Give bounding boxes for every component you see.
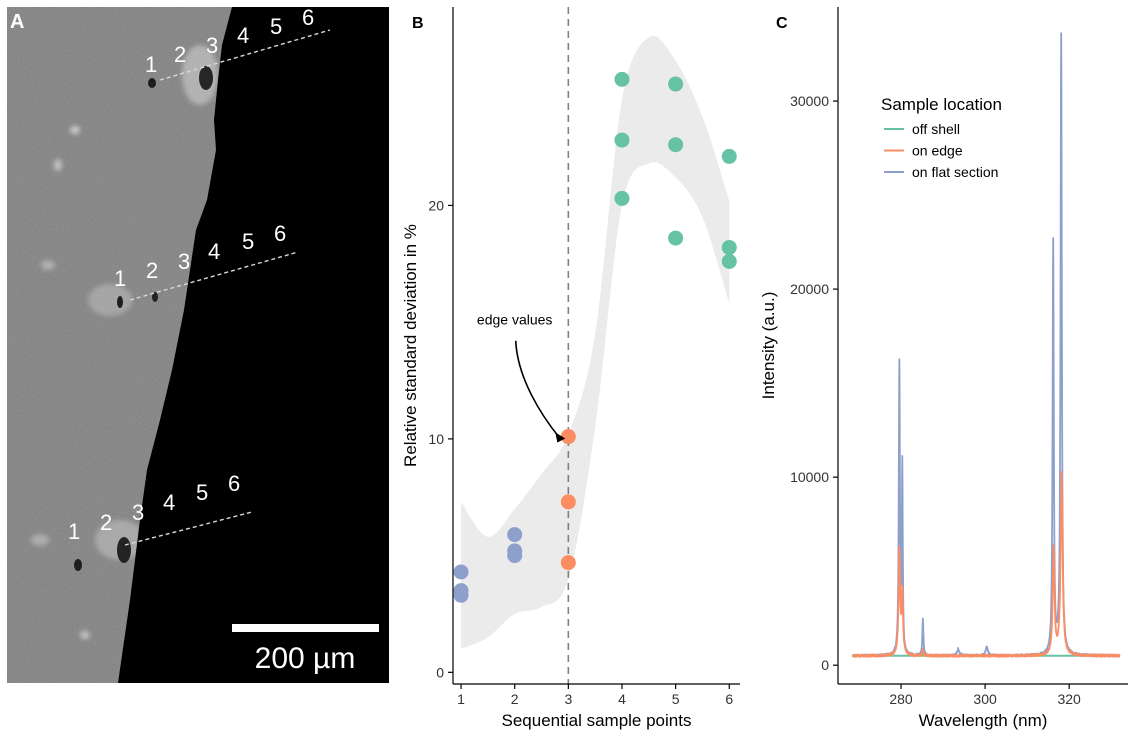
sem-pits bbox=[74, 66, 213, 571]
point-off-shell-1 bbox=[614, 132, 630, 148]
sem-point-label-line2-4: 4 bbox=[208, 239, 220, 264]
y-tick-label: 0 bbox=[436, 664, 444, 680]
x-tick-label: 300 bbox=[973, 691, 997, 707]
point-off-shell-6 bbox=[721, 148, 737, 164]
point-on-flat-section-5 bbox=[507, 548, 523, 564]
point-off-shell-5 bbox=[668, 230, 684, 246]
y-tick-label: 10000 bbox=[790, 469, 829, 485]
panel-label-c: C bbox=[776, 15, 788, 32]
y-tick-label: 10 bbox=[428, 431, 444, 447]
sem-transect-lines bbox=[124, 29, 331, 546]
x-tick-label: 1 bbox=[457, 691, 465, 707]
y-tick-label: 20000 bbox=[790, 281, 829, 297]
x-tick-label: 320 bbox=[1057, 691, 1081, 707]
sem-dark-region bbox=[118, 7, 389, 683]
sem-point-label-line3-5: 5 bbox=[196, 480, 208, 505]
y-tick-label: 0 bbox=[821, 657, 829, 673]
point-off-shell-7 bbox=[721, 239, 737, 255]
point-off-shell-3 bbox=[668, 76, 684, 92]
annotation-arrowhead bbox=[555, 432, 566, 443]
sem-point-labels: 1 2 3 4 5 61 2 3 4 5 61 2 3 4 5 6 bbox=[68, 5, 314, 544]
panel-label-b: B bbox=[412, 15, 424, 32]
rsd-chart: B edge values 1 2 3 4 5 6 0 10 20 Sequential sam… bbox=[401, 7, 740, 730]
y-tick-label: 30000 bbox=[790, 93, 829, 109]
point-off-shell-4 bbox=[668, 137, 684, 153]
sem-point-label-line3-2: 2 bbox=[100, 510, 112, 535]
point-on-edge-2 bbox=[560, 555, 576, 571]
legend: Sample location off shell on edge on flat … bbox=[881, 95, 1002, 180]
sem-point-label-line2-6: 6 bbox=[274, 221, 286, 246]
legend-label-on-flat-section: on flat section bbox=[912, 164, 998, 180]
scale-bar bbox=[232, 624, 379, 632]
point-off-shell-2 bbox=[614, 190, 630, 206]
sem-point-label-line2-5: 5 bbox=[242, 229, 254, 254]
point-on-edge-0 bbox=[560, 429, 576, 445]
sem-point-label-line2-2: 2 bbox=[146, 258, 158, 283]
spectrum-on-edge bbox=[851, 470, 1121, 658]
x-tick-label: 4 bbox=[618, 691, 626, 707]
sem-point-label-line1-6: 6 bbox=[302, 5, 314, 30]
point-on-edge-1 bbox=[560, 494, 576, 510]
sem-point-label-line1-1: 1 bbox=[145, 52, 157, 77]
annotation-arrow bbox=[514, 340, 560, 439]
point-on-flat-section-2 bbox=[453, 587, 469, 603]
x-tick-label: 5 bbox=[672, 691, 680, 707]
sem-point-label-line1-5: 5 bbox=[270, 14, 282, 39]
sem-point-label-line3-6: 6 bbox=[228, 471, 240, 496]
x-axis-label: Wavelength (nm) bbox=[919, 711, 1048, 730]
x-tick-label: 280 bbox=[889, 691, 913, 707]
x-tick-label: 3 bbox=[564, 691, 572, 707]
sem-point-label-line1-3: 3 bbox=[206, 33, 218, 58]
sem-point-label-line2-3: 3 bbox=[178, 249, 190, 274]
point-off-shell-0 bbox=[614, 71, 630, 87]
y-axis-label: Relative standard deviation in % bbox=[401, 224, 420, 467]
annotation-text: edge values bbox=[477, 311, 553, 327]
sem-point-label-line1-4: 4 bbox=[237, 23, 249, 48]
spectra-chart: C 280 300 320 0 10000 20000 30000 Wavelength (… bbox=[759, 7, 1128, 730]
legend-label-off-shell: off shell bbox=[912, 121, 960, 137]
confidence-ribbon bbox=[461, 35, 730, 649]
sem-point-label-line1-2: 2 bbox=[174, 42, 186, 67]
x-tick-label: 2 bbox=[511, 691, 519, 707]
scale-bar-label: 200 µm bbox=[255, 642, 356, 675]
x-tick-label: 6 bbox=[725, 691, 733, 707]
legend-title: Sample location bbox=[881, 95, 1002, 114]
point-on-flat-section-3 bbox=[507, 527, 523, 543]
panel-label-a: A bbox=[10, 11, 24, 33]
y-axis-label: Intensity (a.u.) bbox=[759, 292, 778, 400]
y-tick-label: 20 bbox=[428, 197, 444, 213]
sem-point-label-line3-1: 1 bbox=[68, 519, 80, 544]
sem-point-label-line3-4: 4 bbox=[163, 490, 175, 515]
sem-point-label-line2-1: 1 bbox=[114, 266, 126, 291]
spectrum-on-flat-section bbox=[852, 32, 1121, 658]
legend-label-on-edge: on edge bbox=[912, 143, 963, 159]
sem-point-label-line3-3: 3 bbox=[132, 500, 144, 525]
x-axis-label: Sequential sample points bbox=[502, 711, 692, 730]
point-off-shell-8 bbox=[721, 253, 737, 269]
micrograph-panel: 1 2 3 4 5 61 2 3 4 5 61 2 3 4 5 6 200 µm A bbox=[7, 5, 389, 683]
point-on-flat-section-0 bbox=[453, 564, 469, 580]
